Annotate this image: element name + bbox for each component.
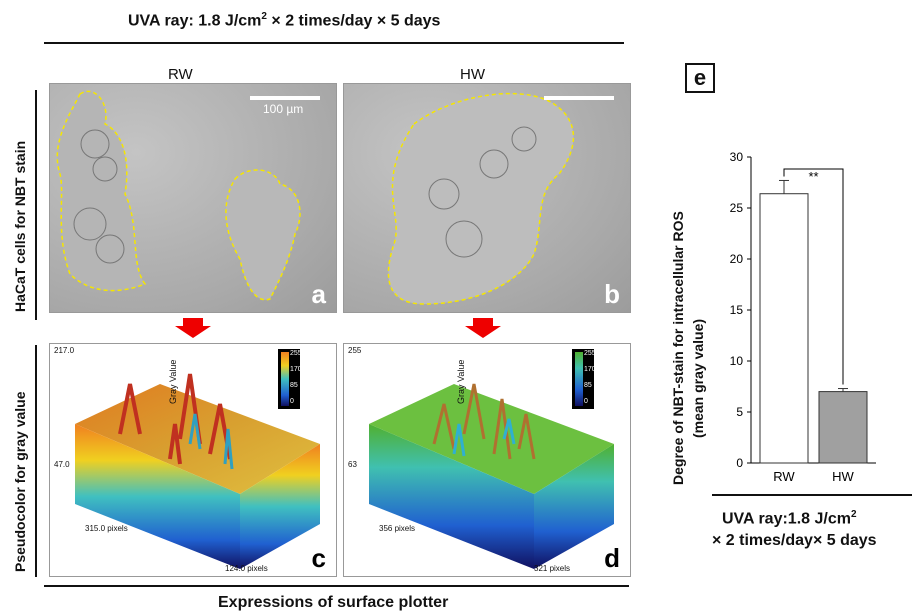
column-label-hw: HW [460, 66, 485, 83]
bar-hw [818, 391, 868, 464]
y-tick-label: 30 [730, 150, 744, 164]
bar-chart-e: 0 5 10 15 20 25 30 RW HW ** [730, 150, 876, 484]
panel-e-caption-sup: 2 [850, 509, 857, 520]
y-tick-label: 5 [736, 405, 743, 419]
zmax-label-d: 255 [348, 346, 362, 355]
significance-label: ** [808, 169, 818, 184]
y-tick-label: 10 [730, 354, 744, 368]
nucleus-4 [95, 234, 125, 264]
significance-bracket [783, 168, 844, 385]
axis-title-c: Gray Value [168, 359, 178, 404]
panel-letter-d: d [604, 543, 620, 573]
surface-valleys-c [188, 413, 234, 470]
panel-letter-c: c [311, 543, 326, 573]
colorbar-tick-c-85: 85 [290, 382, 298, 389]
panel-e-caption-1-text: UVA ray:1.8 J/cm [722, 510, 851, 528]
nucleus-5 [445, 220, 483, 258]
footer-caption: Expressions of surface plotter [218, 594, 449, 611]
panel-e-caption-1: UVA ray:1.8 J/cm2 [722, 509, 857, 528]
zmax-label-c: 217.0 [54, 346, 75, 355]
colorbar-gradient-c [281, 352, 289, 406]
panel-e-letter: e [693, 65, 707, 90]
arrow-down-left [175, 318, 211, 338]
micrograph-panel-b: b [343, 83, 631, 313]
ylabel-c: 124.0 pixels [225, 564, 268, 573]
colorbar-tick-d-0: 0 [584, 398, 588, 405]
surface-top-d [369, 384, 614, 494]
row-label-top: HaCaT cells for NBT stain [12, 140, 28, 312]
surface-plot-d: 255 63 356 pixels 321 pixels Gray Value … [343, 343, 631, 577]
arrow-down-right [465, 318, 501, 338]
micrograph-panel-a: 100 µm a [49, 83, 337, 313]
y-tick-label: 15 [730, 303, 744, 317]
title-superscript: 2 [261, 11, 267, 22]
figure-title: UVA ray: 1.8 J/cm2 × 2 times/day × 5 day… [128, 11, 440, 30]
nucleus-8 [511, 126, 537, 152]
nucleus-6 [428, 178, 460, 210]
row-divider-bottom [35, 345, 37, 577]
y-tick-label: 25 [730, 201, 744, 215]
cell-outline-1 [56, 90, 147, 292]
nucleus-7 [479, 149, 509, 179]
y-tick-label: 20 [730, 252, 744, 266]
colorbar-tick-d-85: 85 [584, 382, 592, 389]
bar-rw [759, 193, 809, 464]
xlabel-d: 356 pixels [379, 524, 416, 533]
cell-outline-drawing-b [387, 92, 614, 305]
surface-front-d [369, 424, 534, 569]
panel-e-caption-2: × 2 times/day× 5 days [712, 532, 877, 549]
cell-outline-drawing-a [56, 90, 320, 301]
surface-plot-d-drawing [369, 349, 614, 569]
panel-letter-a: a [311, 279, 326, 309]
cell-outline-2 [225, 169, 301, 301]
colorbar-tick-d-170: 170 [584, 366, 596, 373]
zmin-label-d: 63 [348, 460, 357, 469]
surface-plot-c-drawing [75, 349, 320, 569]
colorbar-tick-c-170: 170 [290, 366, 302, 373]
title-text: UVA ray: 1.8 J/cm [128, 12, 262, 30]
surface-plot-c: 217.0 47.0 315.0 pixels 124.0 pixels Gra… [49, 343, 337, 577]
colorbar-gradient-d [575, 352, 583, 406]
colorbar-tick-d-255: 255 [584, 350, 596, 357]
axis-title-d: Gray Value [456, 359, 466, 404]
panel-e-caption-rule [712, 494, 912, 496]
zmin-label-c: 47.0 [54, 460, 70, 469]
colorbar-tick-c-0: 0 [290, 398, 294, 405]
panel-e-ylabel-2: (mean gray value) [690, 318, 706, 438]
nucleus-3 [73, 207, 107, 241]
title-rest: × 2 times/day × 5 days [271, 12, 441, 30]
title-underline [44, 42, 624, 44]
surface-valleys-d [452, 418, 516, 457]
panel-letter-b: b [604, 279, 620, 309]
row-divider-top [35, 90, 37, 320]
colorbar-tick-c-255: 255 [290, 350, 302, 357]
surface-peaks-c [118, 373, 232, 465]
cell-outline-3 [387, 92, 575, 305]
surface-peaks-d [432, 383, 536, 460]
x-tick-label-hw: HW [832, 469, 854, 484]
panel-e-ylabel-1: Degree of NBT-stain for intracellular RO… [670, 211, 686, 485]
scale-bar [250, 96, 320, 100]
y-tick-label: 0 [736, 456, 743, 470]
surface-front-c [75, 424, 240, 569]
surface-side-c [240, 444, 320, 569]
ylabel-d: 321 pixels [534, 564, 571, 573]
scale-bar-label: 100 µm [263, 102, 304, 116]
footer-rule [44, 585, 629, 587]
row-label-bottom: Pseudocolor for gray value [12, 391, 28, 573]
panel-e-label-box: e [685, 63, 715, 93]
nucleus-1 [80, 129, 110, 159]
nucleus-2 [92, 156, 118, 182]
column-label-rw: RW [168, 66, 193, 83]
scale-bar-b [544, 96, 614, 100]
x-tick-label-rw: RW [773, 469, 795, 484]
xlabel-c: 315.0 pixels [85, 524, 128, 533]
surface-side-d [534, 444, 614, 569]
